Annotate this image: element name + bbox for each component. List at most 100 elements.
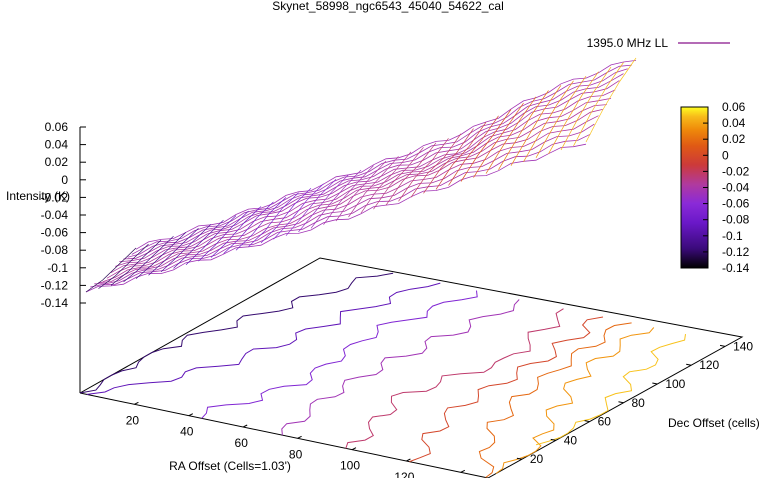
z-axis: 0.06 0.04 0.02 0 -0.02 -0.04 -0.06 -0.08 -0.1 -0.… (6, 120, 86, 393)
x-tick-label: 80 (289, 447, 303, 461)
mesh-line (185, 215, 237, 266)
contour-line (478, 322, 632, 478)
base-diagonal-front (79, 392, 489, 478)
surface-mesh (85, 57, 637, 293)
y-tick (652, 382, 658, 385)
z-tick-label: 0 (61, 173, 68, 187)
mesh-line (573, 62, 624, 147)
contour-line (281, 299, 520, 436)
legend-label: 1395.0 MHz LL (587, 36, 669, 50)
z-tick-label: 0.06 (45, 120, 69, 134)
mesh-line (510, 85, 562, 166)
mesh-line (260, 188, 312, 244)
x-tick-label: 40 (180, 425, 194, 439)
contour-line (79, 272, 394, 394)
y-tick-label: 20 (530, 452, 544, 466)
mesh-line (110, 98, 612, 274)
y-tick-label: 40 (564, 433, 578, 447)
mesh-line (310, 169, 362, 229)
y-tick-label: 120 (699, 358, 719, 372)
mesh-line (360, 151, 412, 214)
z-tick-label: -0.12 (41, 278, 69, 292)
mesh-line (460, 109, 512, 182)
contour-lines (79, 272, 686, 478)
x-tick (406, 458, 411, 462)
contour-line (86, 282, 441, 395)
z-tick-label: -0.06 (41, 226, 69, 240)
y-tick (719, 344, 726, 347)
mesh-line (235, 197, 287, 251)
colorbar-tick-label: -0.08 (722, 213, 750, 227)
z-tick-label: -0.04 (41, 208, 69, 222)
colorbar: 0.06 0.04 0.02 0 -0.02 -0.04 -0.06 -0.08 -0.1 -0.… (680, 100, 750, 275)
y-tick-label: 80 (631, 396, 645, 410)
contour-line (495, 327, 655, 474)
y-axis-label: Dec Offset (cells) (668, 416, 760, 430)
y-tick (686, 363, 692, 366)
x-tick-label: 60 (235, 436, 249, 450)
mesh-line (285, 178, 337, 236)
z-tick-label: 0.02 (45, 155, 69, 169)
mesh-line (273, 183, 324, 240)
x-tick-label: 100 (340, 459, 360, 473)
z-tick-label: -0.02 (41, 190, 69, 204)
mesh-line (90, 133, 591, 288)
mesh-line (585, 57, 637, 143)
colorbar-tick-label: 0.06 (722, 100, 746, 114)
y-tick-label: 100 (665, 377, 685, 391)
z-tick-label: 0.04 (45, 138, 69, 152)
mesh-line (298, 174, 349, 233)
mesh-line (485, 96, 537, 174)
mesh-line (98, 115, 599, 284)
x-axis-label: RA Offset (Cells=1.03') (169, 459, 291, 473)
base-frame (79, 257, 744, 478)
mesh-line (148, 228, 199, 276)
contour-line (345, 308, 564, 449)
mesh-line (523, 80, 574, 162)
colorbar-tick-label: -0.02 (722, 164, 750, 178)
mesh-line (435, 121, 487, 190)
chart-title: Skynet_58998_ngc6543_45040_54622_cal (272, 0, 504, 13)
x-tick (188, 413, 194, 417)
mesh-line (94, 123, 595, 285)
mesh-line (131, 64, 632, 255)
base-plane (79, 257, 744, 478)
mesh-line (535, 75, 587, 158)
y-tick-label: 140 (733, 339, 753, 353)
mesh-line (373, 147, 424, 210)
mesh-line (98, 243, 149, 289)
mesh-line (348, 156, 399, 218)
y-tick (584, 420, 590, 423)
mesh-line (548, 71, 599, 154)
contour-line (409, 316, 604, 463)
z-axis-label: Intensity (K) (6, 189, 70, 203)
mesh-line (160, 224, 212, 273)
y-tick-label: 60 (598, 415, 612, 429)
mesh-line (135, 60, 637, 250)
mesh-line (198, 210, 249, 262)
y-tick-labels: 20 40 60 80 100 120 140 (516, 339, 753, 466)
mesh-line (85, 247, 137, 293)
mesh-line (410, 133, 462, 198)
colorbar-tick-label: 0.04 (722, 116, 746, 130)
mesh-line (210, 206, 262, 258)
mesh-line (123, 73, 624, 260)
mesh-line (223, 201, 274, 255)
colorbar-tick-labels: 0.06 0.04 0.02 0 -0.02 -0.04 -0.06 -0.08 -0.1 -0.… (703, 100, 750, 275)
z-tick-labels: 0.06 0.04 0.02 0 -0.02 -0.04 -0.06 -0.08 -0.1 -0.… (41, 120, 86, 310)
x-tick-label: 20 (126, 413, 140, 427)
x-tick-label: 120 (394, 470, 414, 478)
x-tick (297, 435, 302, 439)
mesh-line (123, 235, 174, 283)
contour-line (201, 290, 478, 419)
colorbar-tick-label: -0.06 (722, 197, 750, 211)
mesh-line (173, 219, 224, 269)
mesh-line (85, 143, 587, 293)
colorbar-tick-label: -0.12 (722, 245, 750, 259)
mesh-line (498, 90, 549, 170)
mesh-line (335, 160, 387, 222)
x-tick (351, 447, 357, 451)
y-tick (618, 401, 624, 404)
